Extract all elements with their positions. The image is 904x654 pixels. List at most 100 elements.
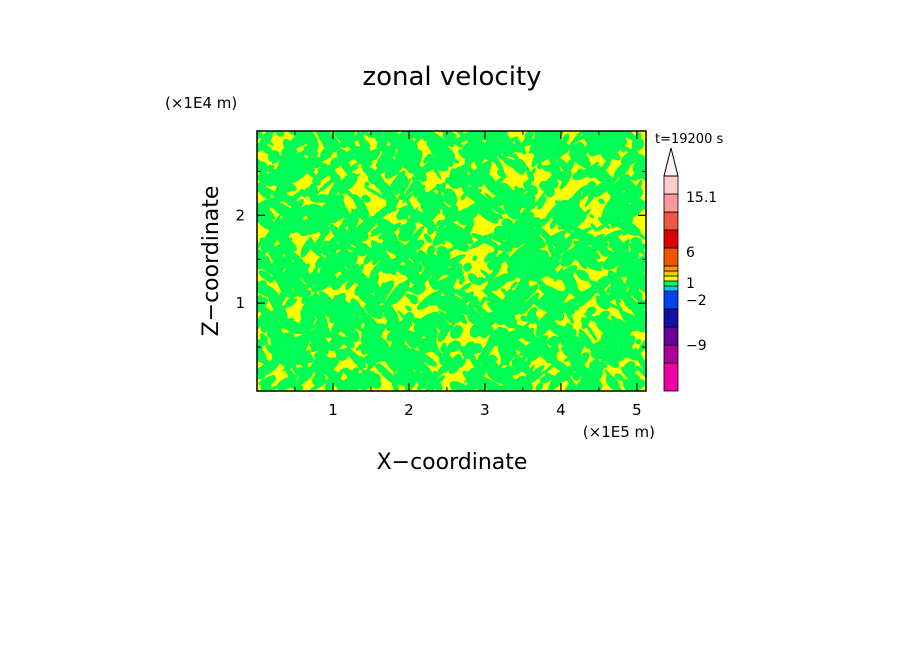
heatmap-streak — [495, 329, 520, 347]
heatmap-streak — [571, 372, 580, 381]
heatmap-streak — [562, 369, 581, 391]
heatmap-streak — [606, 148, 621, 161]
y-tick-label: 1 — [235, 294, 245, 312]
colorbar-segment — [663, 175, 679, 195]
heatmap-streak — [368, 203, 394, 225]
heatmap-streak — [557, 328, 577, 342]
colorbar-segment — [663, 275, 679, 282]
heatmap-streak — [605, 375, 620, 391]
heatmap-streak — [395, 171, 404, 177]
heatmap-streak — [487, 302, 497, 313]
heatmap-streak — [286, 182, 297, 192]
heatmap-streak — [461, 142, 473, 155]
heatmap-streak — [561, 211, 574, 220]
heatmap-streaks — [257, 131, 646, 391]
heatmap-streak — [453, 289, 481, 304]
heatmap-streak — [618, 325, 633, 344]
heatmap-streak — [453, 295, 472, 316]
heatmap-streak — [268, 295, 288, 320]
heatmap-streak — [501, 245, 508, 252]
heatmap-streak — [548, 307, 555, 315]
heatmap-streak — [257, 132, 273, 153]
heatmap-streak — [589, 214, 595, 219]
heatmap-streak — [583, 314, 593, 326]
x-axis-ticks: 1 2 3 4 5 — [294, 131, 642, 419]
heatmap-streak — [528, 255, 542, 267]
colorbar-segment — [663, 285, 679, 292]
heatmap-streak — [374, 363, 397, 385]
colorbar-segment — [663, 229, 679, 249]
heatmap-streak — [393, 361, 413, 386]
heatmap-streak — [572, 166, 598, 181]
y-axis-label: Z−coordinate — [199, 186, 224, 337]
heatmap-streak — [508, 337, 534, 358]
heatmap-streak — [436, 218, 448, 235]
heatmap-streak — [333, 265, 357, 288]
heatmap-streak — [480, 199, 493, 211]
heatmap-streak — [317, 205, 346, 222]
heatmap-streak — [337, 183, 349, 195]
heatmap-streak — [340, 147, 361, 164]
heatmap-streak — [305, 320, 315, 330]
heatmap-streak — [399, 286, 405, 291]
heatmap-streak — [514, 137, 527, 155]
heatmap-streak — [374, 133, 384, 144]
heatmap-streak — [409, 294, 419, 305]
heatmap-streak — [376, 218, 390, 239]
heatmap-streak — [436, 245, 451, 262]
heatmap-streak — [605, 285, 614, 294]
heatmap-streak — [364, 181, 370, 187]
heatmap-streak — [556, 235, 565, 250]
heatmap-streak — [305, 148, 312, 155]
heatmap-streak — [450, 168, 463, 179]
heatmap-streak — [488, 147, 505, 174]
heatmap-streak — [468, 166, 483, 187]
heatmap-streak — [525, 327, 535, 342]
heatmap-streak — [397, 159, 414, 174]
heatmap-streak — [407, 222, 417, 235]
heatmap-streak — [290, 206, 302, 224]
heatmap-streak — [638, 255, 646, 266]
heatmap-streak — [440, 228, 458, 243]
heatmap-streak — [518, 232, 539, 248]
heatmap-streak — [384, 131, 403, 147]
heatmap-streak — [497, 297, 515, 320]
heatmap-streak — [552, 373, 561, 384]
heatmap-streak — [288, 150, 306, 167]
heatmap-streak — [503, 288, 513, 304]
heatmap-streak — [344, 217, 359, 240]
heatmap-streak — [626, 225, 646, 242]
colorbar-segment — [663, 193, 679, 213]
heatmap-streak — [450, 325, 463, 339]
heatmap-streak — [485, 326, 503, 352]
heatmap-streak — [479, 311, 485, 316]
heatmap-streak — [475, 372, 484, 380]
heatmap-streak — [454, 210, 472, 224]
heatmap-streak — [581, 247, 595, 270]
heatmap-streak — [338, 224, 346, 232]
heatmap-streak — [629, 270, 646, 285]
heatmap-streak — [558, 231, 565, 242]
heatmap-streak — [608, 270, 624, 286]
heatmap-streak — [567, 196, 581, 209]
heatmap-streak — [398, 205, 409, 214]
heatmap-streak — [405, 305, 412, 312]
heatmap-streak — [535, 143, 544, 152]
heatmap-streak — [495, 213, 503, 220]
heatmap-streak — [564, 279, 583, 300]
heatmap-streak — [295, 367, 305, 376]
heatmap-streak — [497, 226, 519, 242]
colorbar-segment — [663, 308, 679, 328]
heatmap-streak — [302, 298, 324, 324]
heatmap-streak — [606, 187, 632, 203]
heatmap-streak — [268, 168, 285, 188]
heatmap-streak — [567, 131, 587, 150]
heatmap-streak — [579, 146, 589, 156]
heatmap-streak — [443, 188, 458, 207]
heatmap-streak — [561, 218, 572, 228]
heatmap-streak — [587, 178, 611, 199]
heatmap-streak — [596, 343, 620, 368]
heatmap-streak — [312, 266, 319, 273]
heatmap-streak — [293, 271, 302, 279]
heatmap-streak — [312, 178, 321, 186]
